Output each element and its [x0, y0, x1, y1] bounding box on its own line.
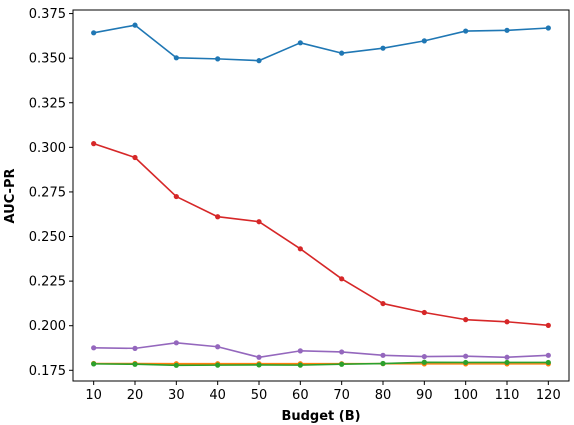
series-line	[93, 361, 549, 367]
series-line	[93, 342, 549, 359]
x-axis-label: Budget (B)	[281, 409, 360, 424]
x-tick-label: 110	[495, 388, 520, 403]
data-point	[504, 319, 510, 325]
y-tick-label: 0.200	[29, 319, 66, 334]
data-point	[297, 246, 303, 252]
data-point	[132, 154, 138, 161]
data-point	[256, 58, 262, 64]
data-point	[132, 361, 138, 367]
data-point	[380, 352, 386, 358]
plot-frame	[72, 9, 570, 382]
data-point	[91, 30, 97, 36]
data-point	[545, 322, 551, 328]
x-tick-label: 70	[333, 388, 350, 403]
data-point	[545, 25, 551, 31]
series-4	[91, 141, 551, 328]
x-tick-label: 50	[251, 388, 268, 403]
data-point	[91, 345, 97, 351]
y-tick-label: 0.225	[29, 275, 66, 290]
data-point	[173, 340, 179, 346]
x-tick-label: 80	[375, 388, 392, 403]
y-tick-label: 0.275	[29, 185, 66, 200]
data-point	[256, 219, 262, 225]
x-tick-label: 60	[292, 388, 309, 403]
x-tick-label: 20	[127, 388, 144, 403]
series-line	[93, 24, 549, 62]
data-point	[421, 309, 427, 316]
x-axis: 10 20 30 40 50 60 70 80 90 100 110 120	[85, 381, 561, 403]
data-point	[173, 193, 179, 200]
y-tick-label: 0.325	[29, 96, 66, 111]
data-point	[256, 362, 262, 368]
data-point	[504, 27, 510, 33]
data-point	[545, 352, 551, 358]
data-point	[380, 45, 386, 51]
y-axis-label: AUC-PR	[3, 169, 18, 224]
x-tick-label: 120	[536, 388, 561, 403]
data-point	[463, 317, 469, 323]
data-point	[215, 344, 221, 350]
series-layer	[91, 22, 551, 368]
data-point	[504, 359, 510, 366]
series-line	[93, 142, 549, 327]
y-axis: 0.175 0.200 0.225 0.250 0.275 0.300 0.325 0.350…	[29, 7, 73, 379]
data-point	[463, 359, 469, 366]
data-point	[132, 22, 138, 28]
data-point	[215, 56, 221, 62]
x-tick-label: 100	[453, 388, 478, 403]
x-tick-label: 10	[85, 388, 102, 403]
data-point	[339, 276, 345, 282]
data-point	[132, 345, 138, 351]
data-point	[297, 348, 303, 354]
data-point	[297, 40, 303, 46]
data-point	[463, 28, 469, 34]
data-point	[380, 300, 386, 307]
data-point	[256, 354, 262, 360]
data-point	[297, 362, 303, 368]
data-point	[421, 38, 427, 44]
x-tick-label: 40	[209, 388, 226, 403]
y-tick-label: 0.375	[29, 7, 66, 22]
series-1	[91, 22, 551, 64]
x-tick-label: 90	[416, 388, 433, 403]
data-point	[380, 360, 386, 367]
data-point	[215, 362, 221, 368]
data-point	[339, 50, 345, 56]
data-point	[463, 353, 469, 359]
data-point	[421, 353, 427, 360]
y-tick-label: 0.350	[29, 52, 66, 67]
data-point	[91, 141, 97, 147]
series-3	[91, 359, 551, 368]
data-point	[173, 55, 179, 61]
y-tick-label: 0.175	[29, 364, 66, 379]
x-tick-label: 30	[168, 388, 185, 403]
y-tick-label: 0.300	[29, 141, 66, 156]
y-tick-label: 0.250	[29, 230, 66, 245]
data-point	[421, 359, 427, 365]
series-5	[91, 340, 551, 360]
data-point	[504, 354, 510, 360]
data-point	[339, 349, 345, 355]
data-point	[91, 361, 97, 367]
data-point	[339, 361, 345, 367]
data-point	[545, 359, 551, 366]
data-point	[215, 214, 221, 220]
data-point	[173, 362, 179, 368]
